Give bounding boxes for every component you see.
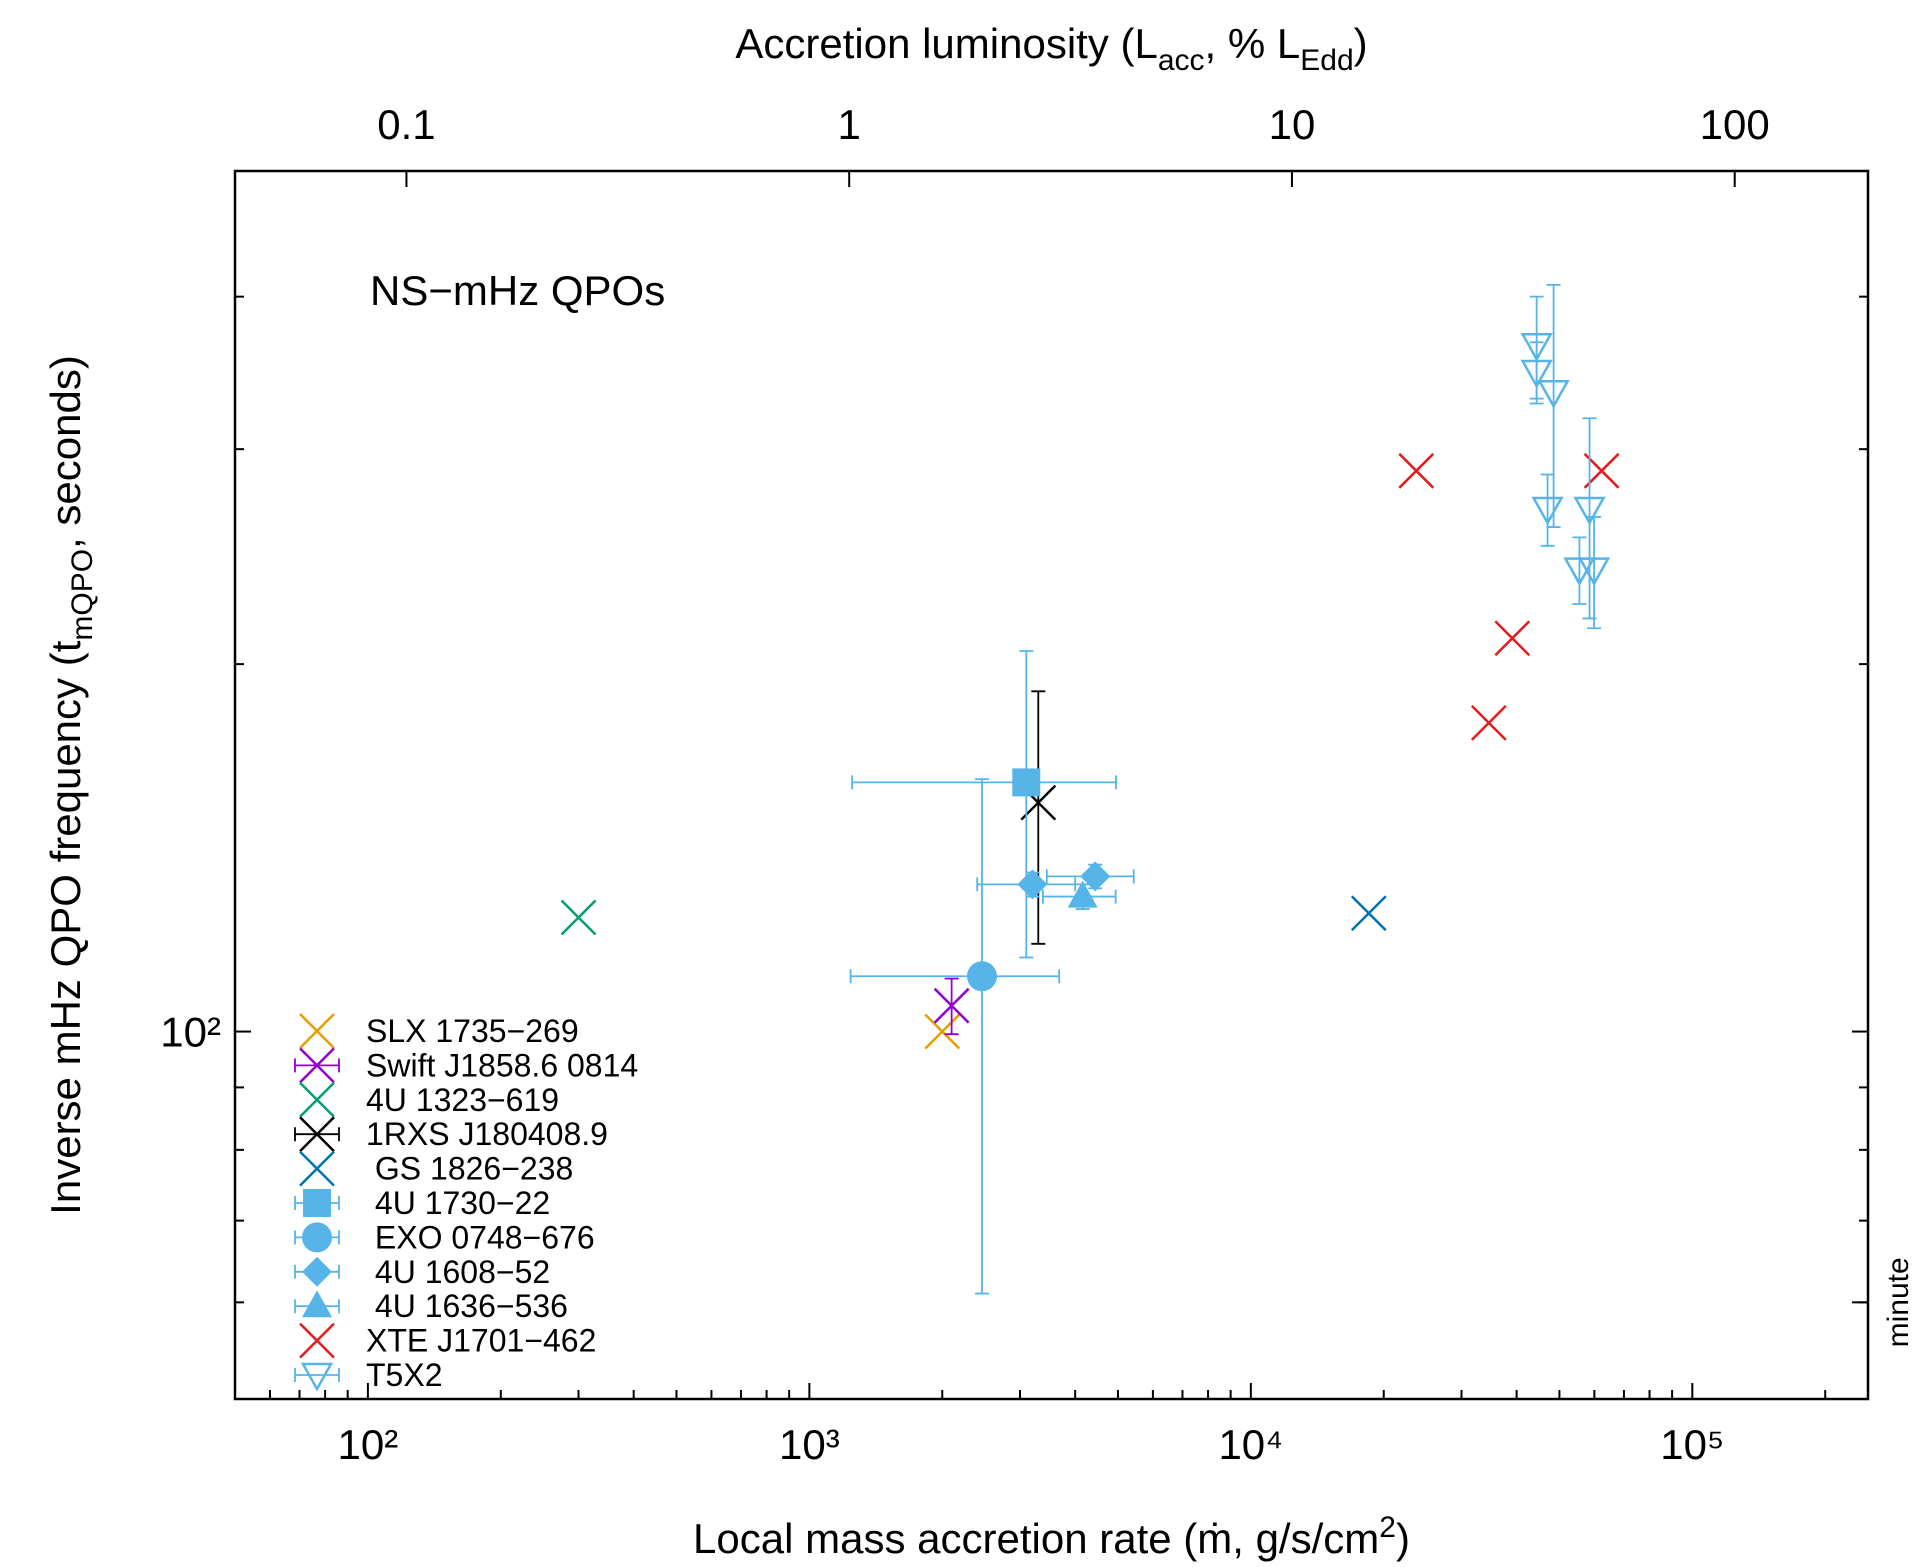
x2-axis-label-part: acc (1158, 44, 1205, 77)
legend-label: Swift J1858.6 0814 (366, 1047, 638, 1083)
y-error-bar (1587, 516, 1602, 630)
marker-cross (1350, 895, 1387, 932)
x2-tick-label: 100 (1700, 101, 1770, 148)
y-axis-label-part: mQPO (66, 549, 99, 641)
x-axis-label-part: ) (1396, 1515, 1410, 1562)
marker-cross (1494, 620, 1531, 657)
marker-cross (933, 987, 970, 1024)
legend-label: 4U 1323−619 (366, 1082, 559, 1118)
legend-label: XTE J1701−462 (366, 1323, 596, 1359)
marker-triangle-down (1520, 332, 1553, 362)
y-error-bar (1529, 341, 1544, 405)
marker-triangle (1067, 880, 1098, 908)
y2-tick-label: minute (1882, 1257, 1915, 1347)
y-axis-label-part: , seconds) (42, 355, 89, 549)
legend-marker (299, 1150, 335, 1187)
legend-marker (302, 1290, 332, 1318)
x-tick-label: 10³ (779, 1421, 840, 1468)
marker-triangle-down (1573, 496, 1606, 526)
x-tick-label: 10⁵ (1660, 1421, 1724, 1468)
y-error-bar (1540, 473, 1555, 547)
legend-marker (299, 1081, 335, 1118)
marker-cross (1398, 452, 1435, 489)
y-error-bar (1019, 650, 1034, 959)
x2-axis-label-part: , % L (1205, 20, 1301, 67)
x2-tick-label: 1 (838, 101, 861, 148)
annotation: NS−mHz QPOs (370, 267, 665, 314)
plot-frame (233, 169, 1870, 1401)
legend-marker (302, 1222, 332, 1253)
x-error-bar (851, 775, 1117, 790)
legend-marker (299, 1116, 335, 1153)
marker-triangle-down (1531, 496, 1564, 526)
y-error-bar (1572, 536, 1587, 605)
y-axis-label: Inverse mHz QPO frequency (tmQPO, second… (42, 355, 99, 1215)
x-axis-label-part: Local mass accretion rate (ṁ, g/s/cm (693, 1515, 1379, 1562)
legend-label: 4U 1636−536 (366, 1288, 568, 1324)
legend-label: 1RXS J180408.9 (366, 1116, 608, 1152)
legend-label: SLX 1735−269 (366, 1013, 579, 1049)
marker-cross (1470, 705, 1507, 741)
x2-tick-label: 10 (1269, 101, 1316, 148)
marker-triangle-down (1577, 557, 1611, 587)
legend-bar (294, 1368, 340, 1382)
y-axis-label-part: Inverse mHz QPO frequency (t (42, 640, 89, 1215)
marker-cross (560, 899, 597, 936)
x-tick-label: 10² (338, 1421, 399, 1468)
x2-axis-label: Accretion luminosity (Lacc, % LEdd) (735, 20, 1367, 77)
marker-triangle-down (1520, 359, 1553, 389)
y-error-bar (974, 778, 989, 1295)
x2-axis-label-part: Accretion luminosity (L (735, 20, 1157, 67)
legend-label: 4U 1730−22 (366, 1185, 550, 1221)
legend-marker (302, 1256, 332, 1287)
marker-triangle-down (1537, 380, 1570, 409)
x-axis-label-part: 2 (1379, 1511, 1396, 1544)
x2-axis-label-part: Edd (1300, 44, 1353, 77)
x-tick-label: 10⁴ (1218, 1421, 1283, 1468)
y-error-bar (1031, 690, 1046, 945)
legend-label: 4U 1608−52 (366, 1254, 550, 1290)
legend-label: EXO 0748−676 (366, 1219, 595, 1255)
marker-diamond (1017, 869, 1048, 900)
legend-marker (299, 1047, 335, 1084)
x2-tick-label: 0.1 (377, 101, 435, 148)
marker-cross (924, 1013, 961, 1050)
x2-axis-label-part: ) (1354, 20, 1368, 67)
x-axis-label: Local mass accretion rate (ṁ, g/s/cm2) (693, 1511, 1410, 1562)
legend-marker (300, 1362, 334, 1392)
legend-label: GS 1826−238 (366, 1151, 573, 1187)
y-tick-label: 10² (160, 1009, 221, 1056)
legend-marker (303, 1189, 331, 1217)
legend-marker (299, 1322, 335, 1359)
legend-marker (299, 1013, 335, 1049)
x-error-bar (849, 969, 1061, 984)
marker-circle (966, 961, 997, 992)
legend-label: T5X2 (366, 1357, 442, 1393)
marker-square (1012, 768, 1041, 797)
